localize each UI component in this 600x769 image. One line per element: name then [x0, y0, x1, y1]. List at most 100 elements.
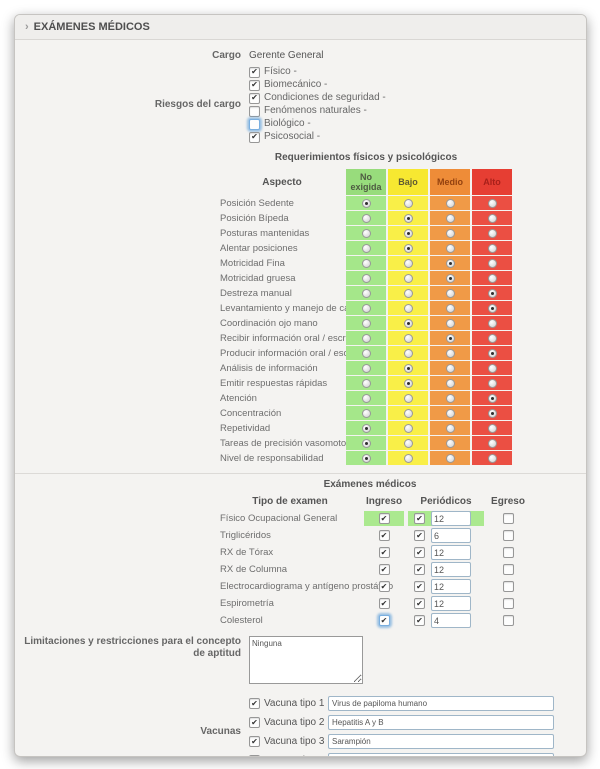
radio-repetividad-bajo[interactable]: [403, 423, 413, 433]
exam-egreso-checkbox-fisico-ocupacional-general[interactable]: [502, 513, 514, 524]
exam-meses-input-fisico-ocupacional-general[interactable]: [431, 511, 471, 526]
radio-coordinacion-ojo-mano-no-exigida[interactable]: [361, 318, 371, 328]
radio-posicion-bipeda-medio[interactable]: [445, 213, 455, 223]
exam-ingreso-checkbox-electrocardiograma-y-antigeno-prostatico[interactable]: ✔: [378, 581, 390, 592]
exam-meses-input-trigliceridos[interactable]: [431, 528, 471, 543]
radio-posturas-mantenidas-alto[interactable]: [487, 228, 497, 238]
exam-periodico-checkbox-rx-de-columna[interactable]: ✔: [414, 564, 425, 575]
radio-coordinacion-ojo-mano-alto[interactable]: [487, 318, 497, 328]
exam-periodico-checkbox-rx-de-torax[interactable]: ✔: [414, 547, 425, 558]
exam-ingreso-checkbox-trigliceridos[interactable]: ✔: [378, 530, 390, 541]
radio-tareas-de-precision-vasomotora-alto[interactable]: [487, 438, 497, 448]
radio-producir-informacion-oral-escrita-bajo[interactable]: [403, 348, 413, 358]
radio-motricidad-fina-no-exigida[interactable]: [361, 258, 371, 268]
radio-posturas-mantenidas-medio[interactable]: [445, 228, 455, 238]
radio-posicion-sedente-medio[interactable]: [445, 198, 455, 208]
risk-checkbox-psicosocial[interactable]: ✔: [249, 131, 260, 143]
radio-recibir-informacion-oral-escrita-medio[interactable]: [445, 333, 455, 343]
risk-checkbox-fenomenos-naturales[interactable]: [249, 105, 260, 117]
radio-levantamiento-y-manejo-de-cargas-alto[interactable]: [487, 303, 497, 313]
radio-tareas-de-precision-vasomotora-medio[interactable]: [445, 438, 455, 448]
radio-posicion-bipeda-bajo[interactable]: [403, 213, 413, 223]
vac-checkbox-vacuna-tipo-1[interactable]: ✔: [249, 698, 260, 709]
radio-analisis-de-informacion-medio[interactable]: [445, 363, 455, 373]
exam-ingreso-checkbox-rx-de-columna[interactable]: ✔: [378, 564, 390, 575]
radio-motricidad-gruesa-bajo[interactable]: [403, 273, 413, 283]
exam-egreso-checkbox-espirometria[interactable]: [502, 598, 514, 609]
radio-atencion-medio[interactable]: [445, 393, 455, 403]
radio-nivel-de-responsabilidad-no-exigida[interactable]: [361, 453, 371, 463]
radio-motricidad-gruesa-alto[interactable]: [487, 273, 497, 283]
radio-nivel-de-responsabilidad-medio[interactable]: [445, 453, 455, 463]
radio-concentracion-medio[interactable]: [445, 408, 455, 418]
radio-motricidad-gruesa-medio[interactable]: [445, 273, 455, 283]
radio-levantamiento-y-manejo-de-cargas-no-exigida[interactable]: [361, 303, 371, 313]
exam-periodico-checkbox-colesterol[interactable]: ✔: [414, 615, 425, 626]
exam-egreso-checkbox-rx-de-torax[interactable]: [502, 547, 514, 558]
risk-checkbox-condiciones-de-seguridad[interactable]: ✔: [249, 92, 260, 104]
exam-egreso-checkbox-colesterol[interactable]: [502, 615, 514, 626]
exam-ingreso-checkbox-colesterol[interactable]: ✔: [378, 615, 390, 626]
radio-recibir-informacion-oral-escrita-no-exigida[interactable]: [361, 333, 371, 343]
radio-destreza-manual-medio[interactable]: [445, 288, 455, 298]
radio-recibir-informacion-oral-escrita-alto[interactable]: [487, 333, 497, 343]
radio-repetividad-medio[interactable]: [445, 423, 455, 433]
vac-input-vacuna-tipo-1[interactable]: [328, 696, 554, 711]
radio-atencion-no-exigida[interactable]: [361, 393, 371, 403]
radio-recibir-informacion-oral-escrita-bajo[interactable]: [403, 333, 413, 343]
radio-alentar-posiciones-no-exigida[interactable]: [361, 243, 371, 253]
radio-posicion-bipeda-no-exigida[interactable]: [361, 213, 371, 223]
radio-motricidad-fina-bajo[interactable]: [403, 258, 413, 268]
radio-posicion-sedente-no-exigida[interactable]: [361, 198, 371, 208]
limitaciones-textarea[interactable]: Ninguna: [249, 636, 363, 684]
radio-atencion-bajo[interactable]: [403, 393, 413, 403]
radio-tareas-de-precision-vasomotora-bajo[interactable]: [403, 438, 413, 448]
radio-emitir-respuestas-rapidas-no-exigida[interactable]: [361, 378, 371, 388]
radio-posicion-sedente-bajo[interactable]: [403, 198, 413, 208]
exam-meses-input-electrocardiograma-y-antigeno-prostatico[interactable]: [431, 579, 471, 594]
radio-levantamiento-y-manejo-de-cargas-bajo[interactable]: [403, 303, 413, 313]
radio-concentracion-alto[interactable]: [487, 408, 497, 418]
exam-ingreso-checkbox-rx-de-torax[interactable]: ✔: [378, 547, 390, 558]
vac-input-vacuna-tipo-3[interactable]: [328, 734, 554, 749]
exam-meses-input-colesterol[interactable]: [431, 613, 471, 628]
vac-input-vacuna-tipo-4[interactable]: [328, 753, 554, 756]
exam-periodico-checkbox-trigliceridos[interactable]: ✔: [414, 530, 425, 541]
radio-producir-informacion-oral-escrita-no-exigida[interactable]: [361, 348, 371, 358]
exam-meses-input-espirometria[interactable]: [431, 596, 471, 611]
radio-tareas-de-precision-vasomotora-no-exigida[interactable]: [361, 438, 371, 448]
exam-periodico-checkbox-espirometria[interactable]: ✔: [414, 598, 425, 609]
exam-periodico-checkbox-electrocardiograma-y-antigeno-prostatico[interactable]: ✔: [414, 581, 425, 592]
radio-destreza-manual-alto[interactable]: [487, 288, 497, 298]
radio-posicion-sedente-alto[interactable]: [487, 198, 497, 208]
radio-nivel-de-responsabilidad-alto[interactable]: [487, 453, 497, 463]
radio-repetividad-no-exigida[interactable]: [361, 423, 371, 433]
panel-header[interactable]: › EXÁMENES MÉDICOS: [15, 15, 586, 40]
vac-checkbox-vacuna-tipo-3[interactable]: ✔: [249, 736, 260, 747]
radio-destreza-manual-bajo[interactable]: [403, 288, 413, 298]
radio-producir-informacion-oral-escrita-medio[interactable]: [445, 348, 455, 358]
radio-atencion-alto[interactable]: [487, 393, 497, 403]
exam-egreso-checkbox-electrocardiograma-y-antigeno-prostatico[interactable]: [502, 581, 514, 592]
exam-periodico-checkbox-fisico-ocupacional-general[interactable]: ✔: [414, 513, 425, 524]
radio-posicion-bipeda-alto[interactable]: [487, 213, 497, 223]
risk-checkbox-biomecanico[interactable]: ✔: [249, 79, 260, 91]
radio-alentar-posiciones-medio[interactable]: [445, 243, 455, 253]
radio-emitir-respuestas-rapidas-bajo[interactable]: [403, 378, 413, 388]
vac-checkbox-vacuna-tipo-2[interactable]: ✔: [249, 717, 260, 728]
radio-emitir-respuestas-rapidas-alto[interactable]: [487, 378, 497, 388]
radio-levantamiento-y-manejo-de-cargas-medio[interactable]: [445, 303, 455, 313]
vac-checkbox-vacuna-tipo-4[interactable]: ✔: [249, 755, 260, 756]
radio-coordinacion-ojo-mano-medio[interactable]: [445, 318, 455, 328]
exam-egreso-checkbox-trigliceridos[interactable]: [502, 530, 514, 541]
radio-coordinacion-ojo-mano-bajo[interactable]: [403, 318, 413, 328]
radio-nivel-de-responsabilidad-bajo[interactable]: [403, 453, 413, 463]
vac-input-vacuna-tipo-2[interactable]: [328, 715, 554, 730]
risk-checkbox-biologico[interactable]: [249, 118, 260, 130]
radio-analisis-de-informacion-bajo[interactable]: [403, 363, 413, 373]
radio-emitir-respuestas-rapidas-medio[interactable]: [445, 378, 455, 388]
radio-analisis-de-informacion-no-exigida[interactable]: [361, 363, 371, 373]
exam-meses-input-rx-de-torax[interactable]: [431, 545, 471, 560]
exam-meses-input-rx-de-columna[interactable]: [431, 562, 471, 577]
radio-destreza-manual-no-exigida[interactable]: [361, 288, 371, 298]
